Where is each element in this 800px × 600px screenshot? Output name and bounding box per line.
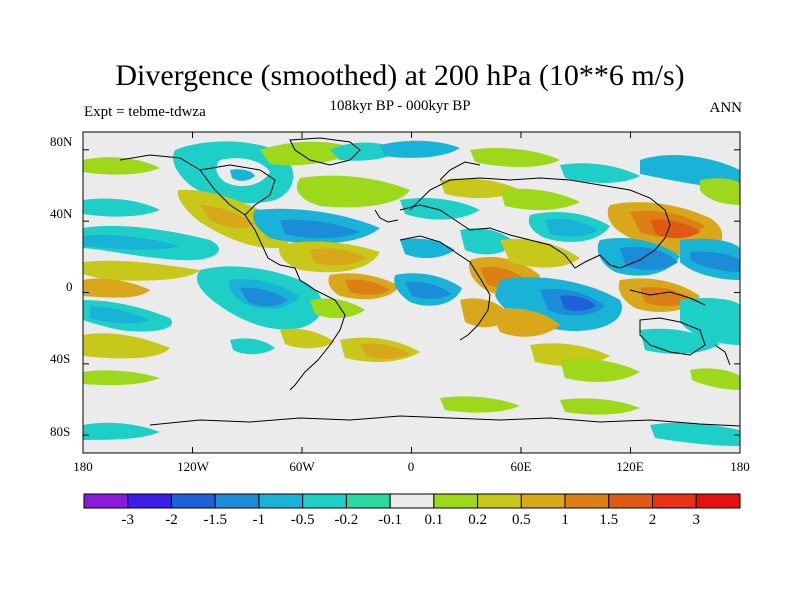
experiment-label: Expt = tebme-tdwza [84,104,206,120]
lon-tick-label: 0 [407,459,415,474]
colorbar-label: -1.5 [203,512,228,528]
colorbar-label: 1.5 [599,512,619,528]
colorbar-swatch [127,493,172,509]
lon-tick-label: 60W [289,459,315,474]
colorbar-swatch [564,493,610,509]
season-label: ANN [709,100,743,116]
lon-tick-label: 60E [510,459,532,474]
colorbar-label: 1 [561,512,569,528]
period-label: 108kyr BP - 000kyr BP [329,98,471,114]
lat-tick-label: 40N [50,206,73,221]
lon-tick-label: 180 [73,459,93,474]
lon-tick-label: 120W [177,459,209,474]
colorbar-label: -0.2 [334,512,359,528]
axis-ticks [82,132,741,453]
colorbar-swatch [695,493,741,509]
colorbar-label: 3 [692,512,701,528]
colorbar-swatch [83,493,129,509]
colorbar-swatch [477,493,522,509]
coastlines [119,137,740,427]
colorbar-label: -1 [252,512,266,528]
lat-tick-label: 0 [66,279,73,294]
lat-tick-label: 40S [50,351,71,366]
colorbar-swatch [345,493,391,509]
colorbar-swatch [608,493,654,509]
lon-tick-label: 120E [616,459,644,474]
colorbar-label: 2 [648,512,657,528]
lat-tick-label: 80N [50,134,73,149]
colorbar-swatch [258,493,304,509]
colorbar-swatch [170,493,216,509]
colorbar-label: -2 [165,512,178,528]
colorbar-label: 0.1 [424,512,444,528]
colorbar-label: 0.2 [468,512,487,528]
colorbar-swatch [389,493,435,509]
colorbar-label: -0.1 [378,512,402,528]
colorbar [83,493,741,509]
colorbar-label: -3 [121,512,134,528]
lat-tick-label: 80S [50,424,71,439]
lon-tick-label: 180 [730,459,750,474]
colorbar-swatch [214,493,260,509]
colorbar-swatch [652,493,697,509]
colorbar-label: -0.5 [290,512,315,528]
colorbar-swatch [302,493,347,509]
colorbar-swatch [520,493,566,509]
map-field-layer [83,132,740,453]
colorbar-label: 0.5 [511,512,531,528]
colorbar-swatch [433,493,479,509]
chart-title: Divergence (smoothed) at 200 hPa (10**6 … [115,59,685,92]
